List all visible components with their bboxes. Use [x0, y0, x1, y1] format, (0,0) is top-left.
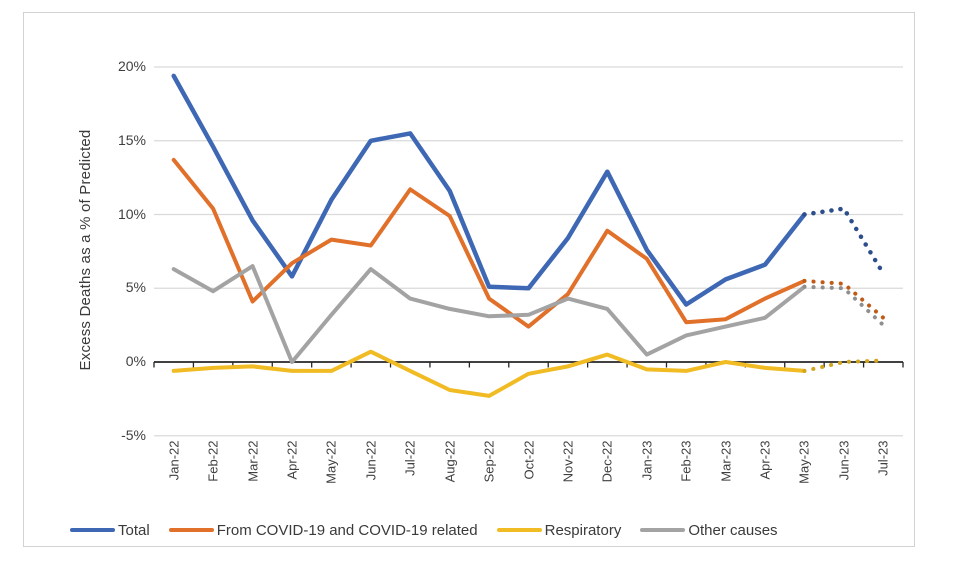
legend-item-from-covid-19-and-covid-19-related: From COVID-19 and COVID-19 related: [168, 521, 478, 539]
y-tick-label: 15%: [117, 131, 146, 148]
x-tick-label: Jan-23: [639, 440, 655, 481]
x-tick-label: Feb-23: [678, 440, 694, 482]
y-tick-label: 5%: [125, 279, 146, 296]
series-projection-dotted-other-causes: [802, 284, 886, 328]
legend-swatch-respiratory: [496, 527, 542, 533]
x-tick-label: Apr-22: [284, 440, 300, 480]
series-line-from-covid-19-and-covid-19-related: [171, 157, 807, 329]
series-projection-dotted-from-covid-19-and-covid-19-related: [802, 278, 886, 320]
legend-item-respiratory: Respiratory: [496, 521, 622, 539]
legend-label: Other causes: [688, 521, 778, 539]
x-tick-label: Jul-23: [875, 440, 891, 476]
legend-label: Respiratory: [544, 521, 622, 539]
x-tick-label: Mar-23: [718, 440, 734, 482]
y-tick-label: 10%: [117, 205, 146, 222]
x-tick-label: Jan-22: [166, 440, 182, 481]
series-line-other-causes: [171, 264, 807, 364]
line-chart-plot: [153, 66, 904, 437]
x-tick-label: Mar-22: [245, 440, 261, 482]
y-tick-label: 0%: [125, 353, 146, 369]
series-projection-dotted-total: [802, 206, 886, 276]
x-tick-label: Oct-22: [521, 440, 536, 480]
x-tick-label: May-22: [323, 440, 339, 484]
legend-label: Total: [118, 521, 150, 539]
y-tick-label: -5%: [121, 426, 146, 443]
x-tick-label: Jul-22: [402, 440, 418, 476]
legend-swatch-other-causes: [640, 527, 686, 533]
x-tick-label: Dec-22: [599, 440, 615, 483]
x-tick-label: Aug-22: [442, 440, 458, 483]
x-tick-label: Sep-22: [481, 440, 497, 483]
legend-item-other-causes: Other causes: [640, 521, 778, 539]
series-line-respiratory: [171, 349, 807, 398]
legend-swatch-from-covid-19-and-covid-19-related: [168, 527, 214, 533]
legend-swatch-total: [70, 527, 115, 533]
legend-item-total: Total: [70, 522, 150, 539]
x-tick-label: Jun-23: [836, 440, 852, 481]
x-tick-label: May-23: [796, 440, 812, 484]
chart-legend: Total From COVID-19 and COVID-19 related R…: [70, 518, 778, 542]
series-line-total: [171, 73, 807, 307]
chart-frame: Excess Deaths as a % of Predicted 20% 15%…: [23, 12, 915, 547]
x-tick-label: Feb-22: [205, 440, 221, 482]
y-tick-label: 20%: [117, 58, 146, 74]
x-tick-label: Jun-22: [363, 440, 379, 481]
x-tick-label: Apr-23: [757, 440, 773, 480]
x-tick-label: Nov-22: [560, 440, 576, 483]
legend-label: From COVID-19 and COVID-19 related: [216, 521, 478, 539]
